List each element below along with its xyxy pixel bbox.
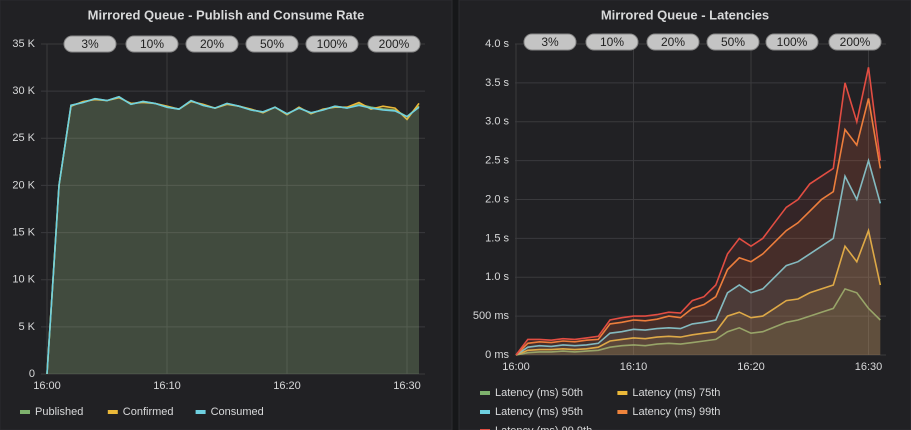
annotation-label: 200% (379, 37, 410, 51)
series-line (515, 98, 882, 356)
annotation-pill: 200% (828, 33, 882, 51)
pill-bg (367, 35, 421, 53)
pill-bg (646, 33, 700, 51)
x-tick-label: 16:30 (855, 361, 883, 373)
y-tick-label: 15 K (12, 226, 35, 238)
panel (0, 0, 453, 430)
pill-bg (245, 35, 299, 53)
chart-title: Mirrored Queue - Publish and Consume Rat… (88, 7, 365, 22)
annotation-label: 100% (317, 37, 348, 51)
annotation-pill: 200% (367, 35, 421, 53)
legend-swatch (195, 410, 206, 414)
y-tick-label: 25 K (12, 132, 35, 144)
legend-swatch (480, 391, 490, 395)
series-line (515, 287, 881, 356)
annotation-label: 10% (600, 35, 624, 49)
annotation-label: 3% (541, 35, 559, 49)
legend-label: Published (35, 406, 83, 418)
x-tick-label: 16:00 (33, 380, 61, 392)
annotation-label: 20% (200, 37, 224, 51)
annotation-pill: 50% (245, 35, 299, 53)
annotation-pill: 20% (185, 35, 239, 53)
x-tick-label: 16:20 (273, 380, 301, 392)
y-tick-label: 5 K (18, 321, 35, 333)
y-tick-label: 0 (29, 368, 35, 380)
y-tick-label: 1.5 s (485, 232, 509, 244)
legend-label: Latency (ms) 99.9th (495, 425, 592, 430)
y-tick-label: 30 K (12, 85, 35, 97)
series-area (516, 98, 881, 356)
pill-bg (63, 35, 117, 53)
series-area (516, 160, 881, 355)
pill-bg (125, 35, 179, 53)
y-tick-label: 2.5 s (485, 155, 509, 167)
series-area (47, 96, 419, 375)
pill-bg (305, 35, 359, 53)
legend-swatch (617, 391, 628, 395)
annotation-label: 20% (661, 35, 685, 49)
annotation-label: 100% (777, 35, 808, 49)
legend-swatch (20, 410, 30, 414)
series-line (515, 67, 882, 356)
series-area (516, 288, 881, 355)
legend-label: Confirmed (123, 406, 174, 418)
x-tick-label: 16:00 (502, 361, 530, 373)
pill-bg (185, 35, 239, 53)
y-tick-label: 35 K (12, 38, 35, 50)
annotation-pill: 100% (765, 33, 819, 51)
legend-label: Latency (ms) 75th (632, 387, 720, 399)
legend-label: Consumed (211, 406, 264, 418)
annotation-pill: 10% (585, 33, 639, 51)
series-area (47, 97, 419, 374)
annotation-pill: 20% (646, 33, 700, 51)
legend-label: Latency (ms) 50th (495, 387, 583, 399)
series-line (515, 157, 882, 356)
series-line (515, 227, 882, 356)
annotation-label: 50% (260, 37, 284, 51)
y-tick-label: 20 K (12, 179, 35, 191)
x-tick-label: 16:20 (737, 361, 765, 373)
legend-label: Latency (ms) 95th (495, 406, 583, 418)
pill-bg (523, 33, 577, 51)
series-area (47, 96, 419, 375)
annotation-label: 50% (721, 35, 745, 49)
annotation-label: 10% (140, 37, 164, 51)
series-area (516, 230, 881, 355)
pill-bg (585, 33, 639, 51)
legend-swatch (480, 410, 490, 414)
y-tick-label: 1.0 s (485, 271, 509, 283)
y-tick-label: 4.0 s (485, 38, 509, 50)
series-line (46, 95, 420, 375)
panel (458, 0, 911, 430)
pill-bg (765, 33, 819, 51)
chart-title: Mirrored Queue - Latencies (601, 7, 769, 22)
y-tick-label: 0 ms (485, 349, 509, 361)
legend-swatch (107, 410, 118, 414)
annotation-label: 200% (840, 35, 871, 49)
legend-label: Latency (ms) 99th (632, 406, 720, 418)
x-tick-label: 16:30 (393, 380, 421, 392)
x-tick-label: 16:10 (153, 380, 181, 392)
y-tick-label: 2.0 s (485, 193, 509, 205)
series-area (516, 67, 881, 356)
pill-bg (828, 33, 882, 51)
annotation-pill: 10% (125, 35, 179, 53)
annotation-pill: 3% (523, 33, 577, 51)
annotation-label: 3% (81, 37, 99, 51)
y-tick-label: 3.0 s (485, 116, 509, 128)
annotation-pill: 50% (706, 33, 760, 51)
pill-bg (706, 33, 760, 51)
y-tick-label: 3.5 s (485, 77, 509, 89)
annotation-pill: 3% (63, 35, 117, 53)
legend-swatch (617, 410, 628, 414)
y-tick-label: 500 ms (473, 310, 510, 322)
x-tick-label: 16:10 (620, 361, 648, 373)
annotation-pill: 100% (305, 35, 359, 53)
y-tick-label: 10 K (12, 274, 35, 286)
